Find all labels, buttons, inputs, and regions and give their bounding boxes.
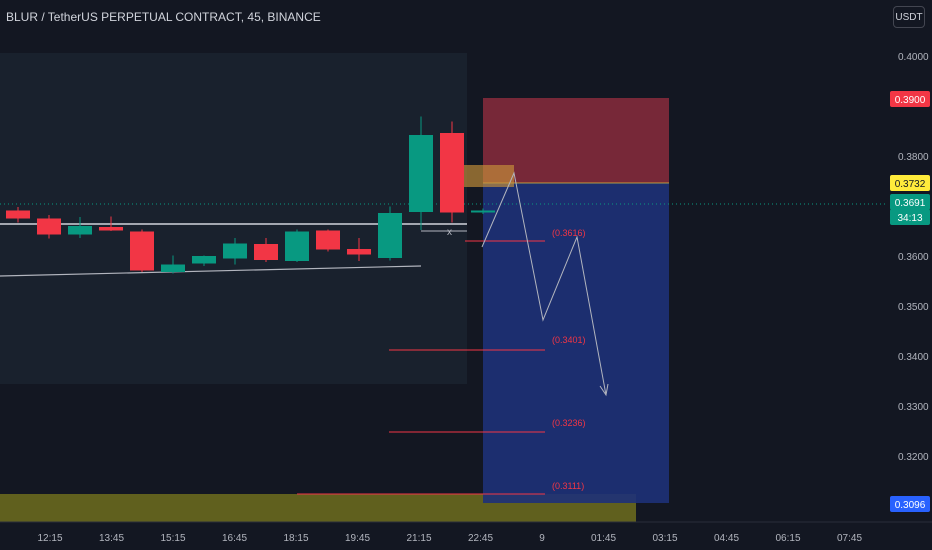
time-axis[interactable]: 12:15 13:45 15:15 16:45 18:15 19:45 21:15 22:45…	[37, 533, 862, 544]
candle	[471, 208, 495, 214]
price-tag: 0.3096	[890, 496, 930, 512]
price-axis[interactable]: 0.4000 0.3800 0.3600 0.3500 0.3400 0.3300 0.32…	[898, 52, 929, 463]
price-tag-label: 34:13	[897, 213, 922, 224]
time-tick-label: 03:15	[652, 533, 677, 544]
candle-body	[161, 264, 185, 272]
candle-body	[285, 231, 309, 261]
candle	[192, 255, 216, 266]
candle-body	[130, 231, 154, 271]
candle	[254, 238, 278, 262]
target-label-4: (0.3111)	[552, 481, 584, 491]
price-tag-bg	[890, 175, 930, 191]
candle-body	[254, 244, 278, 260]
time-tick-label: 01:45	[591, 533, 616, 544]
candle	[285, 229, 309, 262]
price-tag-bg	[890, 496, 930, 512]
currency-button[interactable]: USDT	[893, 6, 925, 28]
price-tag-label: 0.3900	[895, 95, 926, 106]
candle-body	[378, 213, 402, 258]
price-tick-label: 0.3400	[898, 352, 929, 363]
price-tick-label: 0.4000	[898, 52, 929, 63]
price-tag-bg	[890, 91, 930, 107]
target-labels: (0.3616) (0.3401) (0.3236) (0.3111)	[552, 228, 586, 491]
candle	[347, 238, 371, 261]
time-tick-label: 04:45	[714, 533, 739, 544]
chart-title: BLUR / TetherUS PERPETUAL CONTRACT, 45, …	[6, 10, 321, 24]
entry-zone-box	[452, 165, 514, 187]
price-tag-label: 0.3732	[895, 179, 926, 190]
price-tick-label: 0.3300	[898, 402, 929, 413]
time-tick-label: 06:15	[775, 533, 800, 544]
time-tick-label: 18:15	[283, 533, 308, 544]
price-tag-bg	[890, 194, 930, 210]
price-tick-label: 0.3600	[898, 252, 929, 263]
target-label-3: (0.3236)	[552, 418, 586, 428]
candle	[161, 255, 185, 274]
x-marker: x	[447, 227, 452, 238]
candle	[37, 215, 61, 239]
candle-body	[99, 227, 123, 231]
price-tag: 0.3691	[890, 194, 930, 210]
price-tick-label: 0.3500	[898, 302, 929, 313]
price-tag: 0.3900	[890, 91, 930, 107]
time-tick-label: 12:15	[37, 533, 62, 544]
candle	[68, 217, 92, 238]
projected-path-arrowhead	[599, 383, 609, 397]
candle-body	[471, 210, 495, 213]
price-tick-label: 0.3200	[898, 452, 929, 463]
time-tick-label: 9	[539, 533, 545, 544]
time-tick-label: 21:15	[406, 533, 431, 544]
candle	[99, 216, 123, 231]
candle-body	[6, 210, 30, 219]
price-tag-label: 0.3096	[895, 500, 926, 511]
take-profit-zone	[483, 183, 669, 503]
price-tick-label: 0.3800	[898, 152, 929, 163]
candle	[440, 121, 464, 223]
price-tag-bg	[890, 209, 930, 225]
candle-body	[68, 226, 92, 235]
time-tick-label: 19:45	[345, 533, 370, 544]
time-tick-label: 07:45	[837, 533, 862, 544]
candle-body	[316, 230, 340, 250]
candle-body	[192, 256, 216, 264]
price-tag: 0.3732	[890, 175, 930, 191]
price-tag: 34:13	[890, 209, 930, 225]
candle	[316, 229, 340, 252]
support-trend-line	[0, 265, 422, 277]
time-tick-label: 22:45	[468, 533, 493, 544]
projected-path	[481, 171, 607, 396]
candle	[378, 206, 402, 261]
candle-body	[409, 135, 433, 212]
candle	[409, 116, 433, 230]
price-tags: 0.3900 0.3732 0.3691 34:13 0.3096	[890, 91, 930, 512]
candle-body	[37, 218, 61, 235]
candles-group	[6, 116, 495, 274]
candle-body	[223, 243, 247, 259]
time-tick-label: 15:15	[160, 533, 185, 544]
target-label-1: (0.3616)	[552, 228, 586, 238]
time-tick-label: 13:45	[99, 533, 124, 544]
candle-body	[347, 249, 371, 255]
candle-body	[440, 133, 464, 213]
candle	[223, 238, 247, 265]
candle	[6, 207, 30, 223]
target-label-2: (0.3401)	[552, 335, 586, 345]
time-tick-label: 16:45	[222, 533, 247, 544]
price-tag-label: 0.3691	[895, 198, 926, 209]
candle	[130, 229, 154, 272]
